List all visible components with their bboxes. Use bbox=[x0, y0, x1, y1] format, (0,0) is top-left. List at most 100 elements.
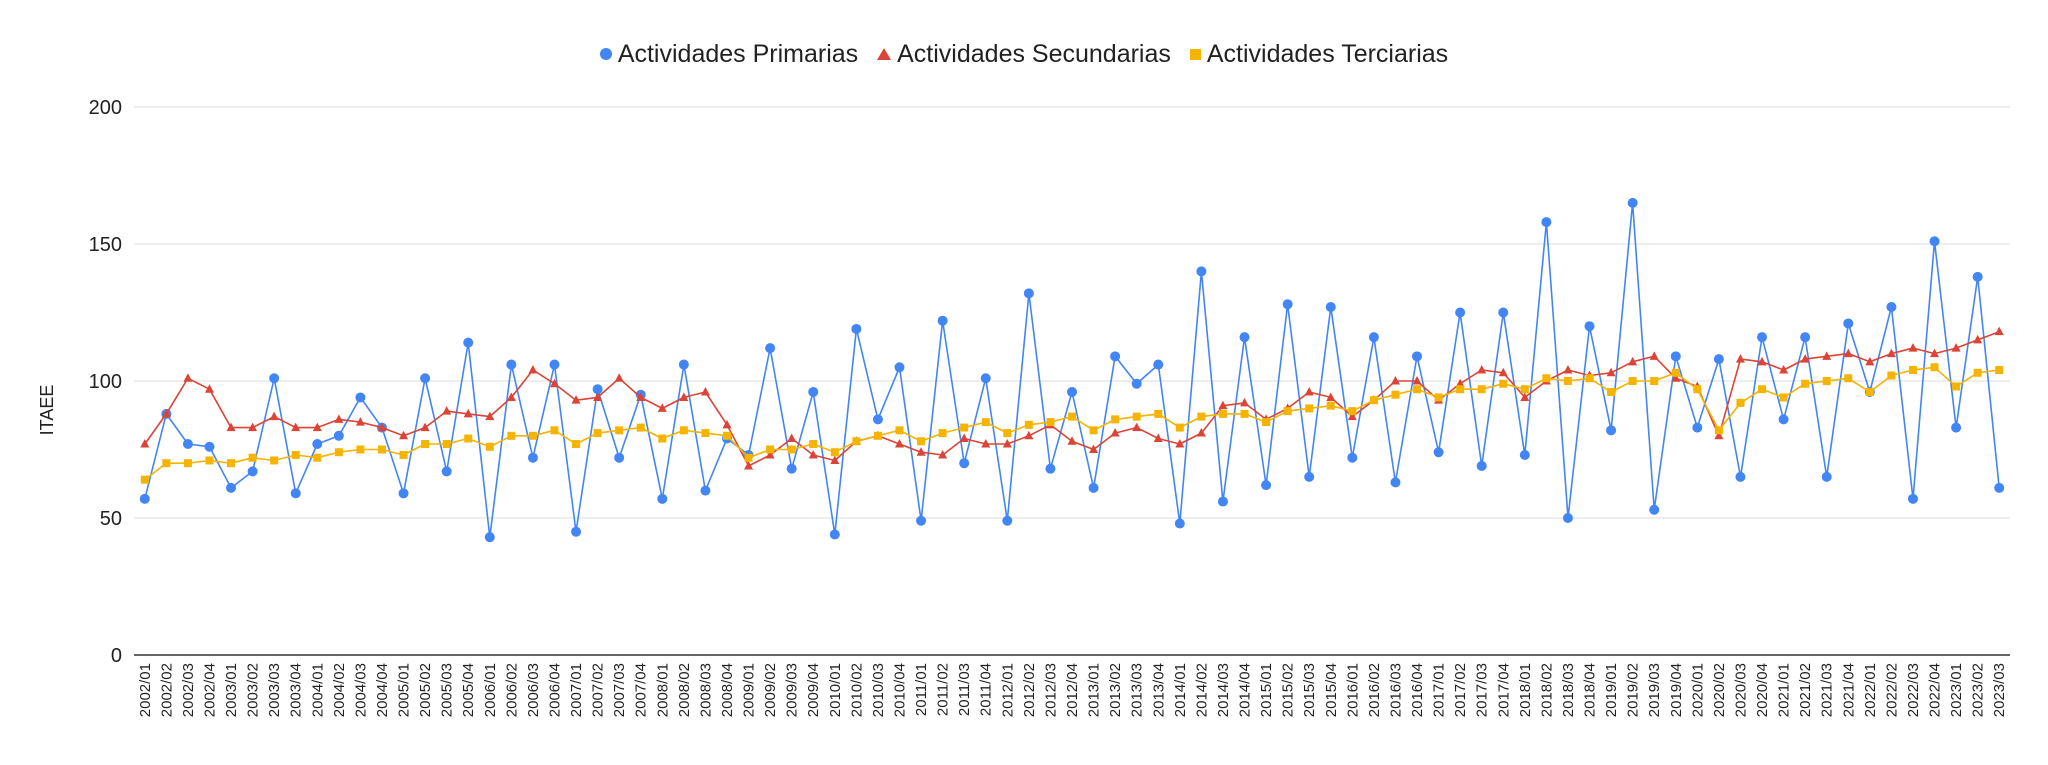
x-tick-label: 2004/03 bbox=[352, 663, 369, 717]
data-point bbox=[1046, 418, 1055, 427]
data-point bbox=[1218, 400, 1228, 410]
data-point bbox=[1326, 392, 1336, 401]
x-tick-label: 2009/01 bbox=[741, 663, 758, 717]
data-point bbox=[1757, 356, 1767, 366]
data-point bbox=[636, 392, 646, 401]
legend-marker-square bbox=[1189, 49, 1201, 60]
data-point bbox=[485, 442, 494, 451]
x-tick-label: 2020/01 bbox=[1689, 663, 1706, 717]
data-point bbox=[528, 365, 538, 374]
data-point bbox=[421, 440, 430, 449]
data-point bbox=[1261, 480, 1272, 491]
x-tick-label: 2013/01 bbox=[1086, 663, 1103, 717]
x-tick-label: 2021/01 bbox=[1776, 663, 1793, 717]
axes: 0 50 100 150 200 2002/01 2002/02 2002/03 2002/04… bbox=[89, 97, 2010, 717]
data-point bbox=[894, 439, 904, 448]
data-point bbox=[355, 417, 365, 426]
data-point bbox=[420, 422, 430, 432]
data-point bbox=[1714, 430, 1724, 440]
legend-item-secundarias[interactable]: Actividades Secundarias bbox=[877, 40, 1171, 69]
data-point bbox=[851, 323, 862, 334]
x-tick-label: 2009/04 bbox=[805, 663, 822, 717]
data-point bbox=[1305, 404, 1314, 413]
x-tick-label: 2014/01 bbox=[1172, 663, 1189, 717]
data-point bbox=[270, 456, 279, 465]
data-point bbox=[1368, 332, 1379, 343]
x-tick-label: 2010/03 bbox=[870, 663, 887, 717]
data-point bbox=[1822, 351, 1832, 360]
data-point bbox=[894, 362, 905, 373]
y-tick-label: 150 bbox=[89, 234, 122, 256]
x-tick-label: 2023/01 bbox=[1948, 663, 1965, 717]
data-point bbox=[1994, 482, 2005, 493]
data-point bbox=[1390, 477, 1401, 488]
x-tick-label: 2010/01 bbox=[827, 663, 844, 717]
data-point bbox=[722, 419, 732, 429]
x-tick-label: 2007/01 bbox=[568, 663, 585, 717]
data-point bbox=[1111, 415, 1120, 424]
data-point bbox=[1908, 366, 1917, 375]
data-point bbox=[1930, 363, 1939, 372]
series-group bbox=[139, 197, 2005, 543]
data-point bbox=[1110, 428, 1120, 437]
x-tick-label: 2017/01 bbox=[1431, 663, 1448, 717]
x-tick-label: 2005/04 bbox=[460, 663, 477, 717]
x-tick-label: 2007/04 bbox=[633, 663, 650, 717]
y-tick-label: 100 bbox=[89, 371, 122, 393]
data-point bbox=[1584, 321, 1595, 332]
x-tick-label: 2021/03 bbox=[1819, 663, 1836, 717]
data-point bbox=[549, 359, 560, 370]
data-point bbox=[787, 445, 796, 454]
x-tick-label: 2009/02 bbox=[762, 663, 779, 717]
data-point bbox=[1045, 463, 1056, 474]
x-tick-label: 2018/01 bbox=[1517, 663, 1534, 717]
x-tick-label: 2020/04 bbox=[1754, 663, 1771, 717]
data-point bbox=[377, 422, 387, 432]
data-point bbox=[139, 493, 150, 504]
x-tick-label: 2015/02 bbox=[1280, 663, 1297, 717]
x-tick-label: 2012/02 bbox=[1021, 663, 1038, 717]
x-tick-label: 2013/02 bbox=[1107, 663, 1124, 717]
x-tick-label: 2019/01 bbox=[1603, 663, 1620, 717]
data-point bbox=[1520, 392, 1530, 401]
data-point bbox=[290, 488, 301, 499]
x-tick-label: 2019/03 bbox=[1646, 663, 1663, 717]
data-point bbox=[1886, 302, 1897, 313]
data-point bbox=[1455, 307, 1466, 318]
x-tick-label: 2021/02 bbox=[1797, 663, 1814, 717]
data-point bbox=[1067, 436, 1077, 445]
legend-item-primarias[interactable]: Actividades Primarias bbox=[599, 40, 858, 69]
data-point bbox=[269, 373, 280, 384]
data-point bbox=[786, 463, 797, 474]
x-tick-label: 2015/04 bbox=[1323, 663, 1340, 717]
data-point bbox=[1153, 359, 1164, 370]
data-point bbox=[463, 408, 473, 418]
y-tick-label: 0 bbox=[111, 645, 122, 667]
data-point bbox=[571, 395, 581, 404]
data-point bbox=[1865, 356, 1875, 366]
data-point bbox=[787, 433, 797, 443]
data-point bbox=[1649, 351, 1659, 360]
data-point bbox=[852, 437, 861, 446]
data-point bbox=[1714, 426, 1723, 435]
x-tick-label: 2010/02 bbox=[848, 663, 865, 717]
data-point bbox=[204, 384, 214, 393]
data-point bbox=[1951, 422, 1962, 433]
data-point bbox=[485, 411, 495, 421]
data-point bbox=[1585, 374, 1594, 383]
x-tick-label: 2002/01 bbox=[137, 663, 154, 717]
data-point bbox=[398, 488, 409, 499]
legend-item-terciarias[interactable]: Actividades Terciarias bbox=[1189, 40, 1448, 69]
data-point bbox=[1175, 439, 1185, 448]
data-point bbox=[248, 422, 258, 432]
data-point bbox=[1498, 307, 1509, 318]
data-point bbox=[1520, 385, 1529, 394]
data-point bbox=[1391, 390, 1400, 399]
x-tick-label: 2015/01 bbox=[1258, 663, 1275, 717]
data-point bbox=[830, 455, 840, 464]
data-point bbox=[1412, 351, 1423, 362]
data-point bbox=[1908, 343, 1918, 352]
data-point bbox=[1779, 365, 1789, 374]
data-point bbox=[1196, 428, 1206, 437]
data-point bbox=[1325, 302, 1336, 313]
